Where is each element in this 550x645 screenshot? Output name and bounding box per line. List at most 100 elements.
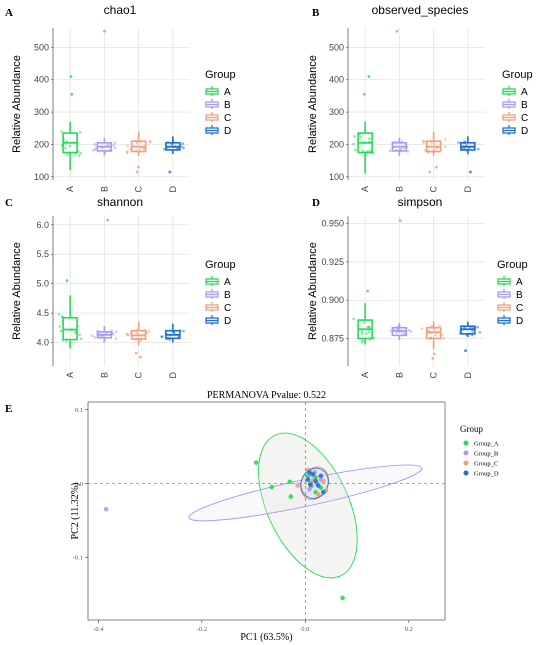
x-tick-label: C: [134, 186, 144, 193]
legend-item-label: D: [224, 316, 231, 327]
jitter-point: [93, 142, 97, 146]
outlier-point: [168, 170, 172, 174]
jitter-point: [181, 142, 185, 145]
jitter-point: [148, 329, 151, 333]
y-tick-label: -0.1: [73, 555, 83, 562]
legend-item-label: C: [224, 303, 231, 314]
legend-item-label: A: [224, 87, 231, 98]
legend-item-label: D: [516, 316, 523, 327]
outlier-point: [432, 352, 436, 356]
legend-item-label: C: [521, 113, 528, 124]
y-tick-label: 500: [329, 42, 344, 52]
jitter-point: [409, 329, 413, 333]
outlier-point: [135, 170, 139, 174]
x-tick-label: A: [360, 186, 370, 192]
y-tick-label: 0.875: [321, 333, 344, 343]
x-tick-label: B: [394, 372, 404, 378]
legend-item-label: B: [516, 290, 523, 301]
point-group_c: [321, 478, 326, 484]
point-group_a: [313, 475, 318, 480]
outlier-point: [428, 170, 432, 174]
jitter-point: [443, 137, 447, 141]
y-tick-label: 5.0: [36, 279, 49, 289]
outlier-point: [138, 355, 142, 359]
jitter-point: [64, 146, 67, 150]
legend-key-c: [463, 460, 469, 466]
jitter-point: [389, 329, 392, 333]
x-tick-label: C: [429, 372, 439, 379]
y-tick-label: 0.0: [75, 481, 83, 488]
jitter-point: [444, 145, 447, 148]
y-tick-label: 0.1: [75, 407, 83, 414]
outlier-point: [434, 165, 438, 169]
pcoa-panel: -0.4 -0.2 0.0 0.2 -0.1 0.0 0.1 E PERMANOVA Pvalu…: [5, 390, 499, 643]
point-group_d: [307, 469, 312, 475]
jitter-point: [182, 146, 185, 150]
jitter-point: [60, 130, 63, 134]
jitter-point: [114, 337, 118, 340]
jitter-point: [360, 340, 364, 344]
outlier-point: [69, 75, 73, 78]
jitter-point: [58, 325, 61, 328]
jitter-point: [139, 339, 143, 342]
jitter-point: [471, 330, 474, 333]
y-tick-label: 200: [329, 139, 344, 149]
legend-item-label: D: [521, 126, 528, 137]
jitter-point: [388, 149, 392, 153]
y-tick-label: 5.5: [36, 249, 49, 259]
jitter-point: [148, 140, 152, 144]
panel-title: shannon: [97, 195, 143, 209]
panel-letter: A: [5, 7, 13, 19]
jitter-point: [93, 336, 97, 339]
outlier-point: [366, 289, 369, 293]
jitter-point: [368, 137, 371, 141]
jitter-point: [476, 147, 480, 151]
point-group_d: [310, 472, 316, 477]
legend-title: Group: [460, 424, 483, 434]
x-tick-label: D: [463, 186, 473, 193]
legend-key-d: [463, 470, 469, 476]
y-tick-label: 4.0: [36, 337, 49, 347]
jitter-point: [59, 329, 63, 333]
y-axis-label: Relative Abundance: [307, 55, 319, 153]
legend-title: Group: [205, 69, 236, 81]
legend-item-label: Group_D: [474, 471, 499, 478]
panel-title: observed_species: [372, 3, 469, 17]
point-group_b: [103, 506, 109, 512]
jitter-point: [142, 147, 146, 151]
legend-item-label: C: [516, 303, 523, 314]
x-tick-label: B: [394, 186, 404, 192]
jitter-point: [430, 324, 433, 328]
jitter-point: [420, 327, 424, 330]
jitter-point: [361, 149, 365, 152]
legend-item-label: A: [521, 87, 528, 98]
jitter-point: [360, 330, 364, 334]
outlier-point: [106, 218, 110, 222]
jitter-point: [422, 141, 425, 145]
jitter-point: [442, 336, 445, 340]
jitter-point: [438, 324, 441, 328]
x-tick-label: D: [168, 372, 178, 379]
jitter-point: [180, 145, 183, 148]
jitter-point: [77, 154, 81, 157]
jitter-point: [407, 328, 411, 332]
outlier-point: [65, 279, 69, 283]
jitter-point: [160, 335, 163, 338]
x-tick-label: A: [360, 372, 370, 378]
y-tick-label: 200: [34, 139, 49, 149]
jitter-point: [478, 331, 482, 334]
point-group_a: [253, 460, 259, 465]
legend-title: Group: [497, 259, 528, 271]
legend-item-label: Group_A: [474, 441, 499, 448]
legend-item-label: Group_B: [474, 451, 499, 458]
outlier-point: [431, 356, 435, 360]
jitter-point: [57, 312, 61, 316]
jitter-point: [366, 325, 369, 329]
jitter-point: [78, 333, 81, 336]
x-tick-label: 0.0: [301, 626, 309, 633]
y-tick-label: 300: [34, 107, 49, 117]
x-axis-label: PC1 (63.5%): [240, 632, 292, 643]
jitter-point: [66, 153, 69, 156]
y-tick-label: 500: [34, 42, 49, 52]
